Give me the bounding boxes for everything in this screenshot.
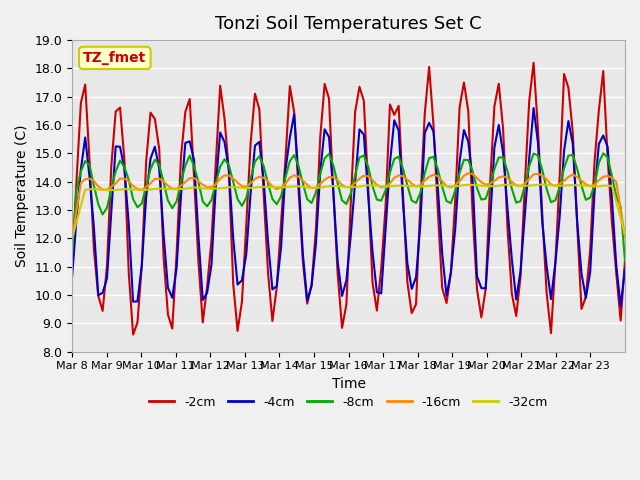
-2cm — [129, 332, 137, 337]
-2cm — [68, 259, 76, 264]
-4cm — [204, 290, 211, 296]
Line: -8cm: -8cm — [72, 153, 625, 261]
-4cm — [68, 274, 76, 279]
-2cm — [621, 257, 629, 263]
-32cm — [68, 235, 76, 241]
-2cm — [552, 260, 559, 266]
-32cm — [204, 186, 211, 192]
-32cm — [273, 184, 280, 190]
-8cm — [294, 163, 302, 168]
-32cm — [600, 183, 607, 189]
-16cm — [547, 181, 555, 187]
-16cm — [621, 234, 629, 240]
-2cm — [530, 60, 538, 66]
-4cm — [547, 296, 555, 302]
-32cm — [294, 183, 302, 189]
-16cm — [600, 174, 607, 180]
-16cm — [294, 174, 302, 180]
-2cm — [277, 219, 285, 225]
Line: -32cm: -32cm — [72, 184, 625, 238]
-2cm — [207, 237, 215, 243]
-32cm — [538, 181, 546, 187]
-4cm — [617, 303, 625, 309]
Y-axis label: Soil Temperature (C): Soil Temperature (C) — [15, 125, 29, 267]
Line: -16cm: -16cm — [72, 173, 625, 238]
-2cm — [360, 98, 367, 104]
Line: -2cm: -2cm — [72, 63, 625, 335]
-8cm — [595, 160, 603, 166]
-4cm — [621, 265, 629, 271]
-16cm — [465, 170, 472, 176]
Line: -4cm: -4cm — [72, 108, 625, 306]
-2cm — [299, 258, 307, 264]
-8cm — [600, 150, 607, 156]
-8cm — [356, 155, 364, 160]
-16cm — [68, 235, 76, 241]
-16cm — [204, 184, 211, 190]
-32cm — [547, 182, 555, 188]
-4cm — [600, 132, 607, 138]
-8cm — [204, 204, 211, 209]
-4cm — [356, 127, 364, 132]
-32cm — [356, 184, 364, 190]
X-axis label: Time: Time — [332, 377, 365, 391]
-4cm — [294, 174, 302, 180]
-8cm — [273, 201, 280, 207]
-8cm — [621, 258, 629, 264]
-16cm — [356, 176, 364, 181]
Legend: -2cm, -4cm, -8cm, -16cm, -32cm: -2cm, -4cm, -8cm, -16cm, -32cm — [145, 391, 553, 414]
Title: Tonzi Soil Temperatures Set C: Tonzi Soil Temperatures Set C — [215, 15, 482, 33]
-4cm — [530, 105, 538, 111]
-2cm — [604, 154, 611, 160]
-16cm — [273, 186, 280, 192]
-8cm — [68, 251, 76, 257]
-4cm — [273, 283, 280, 289]
-8cm — [543, 186, 550, 192]
-32cm — [621, 232, 629, 238]
Text: TZ_fmet: TZ_fmet — [83, 51, 147, 65]
